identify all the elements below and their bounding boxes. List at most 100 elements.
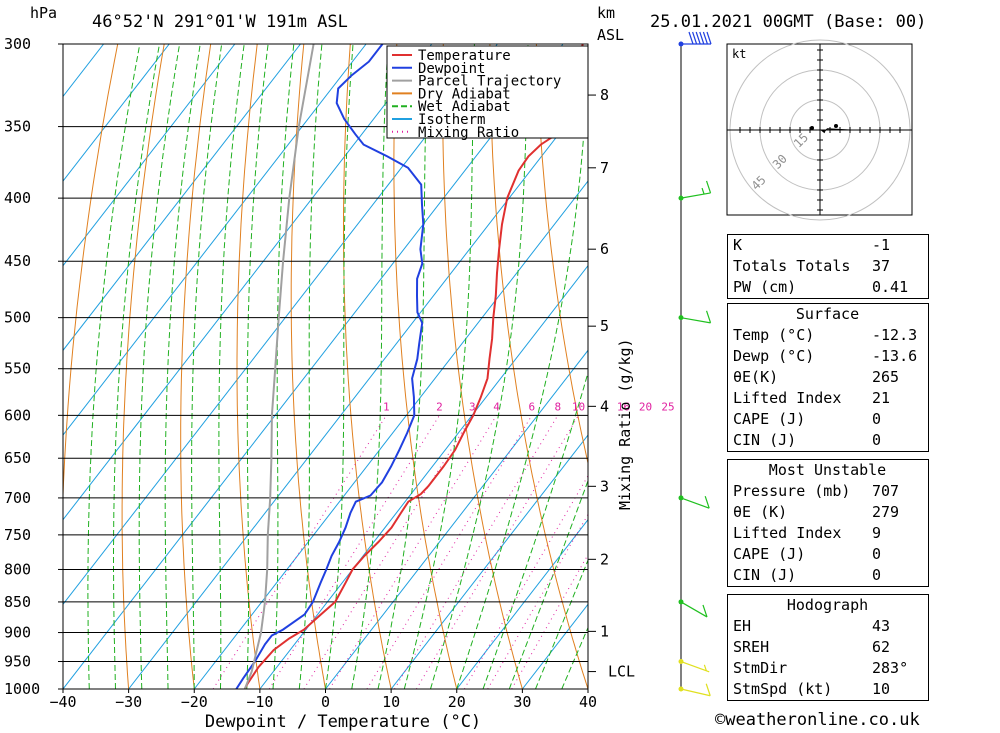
surface-label: CIN (J): [733, 431, 797, 449]
temperature-tick-label: −20: [181, 693, 208, 711]
surface-label: Lifted Index: [733, 389, 842, 407]
dry-adiabat-line: [955, 44, 1000, 689]
most-unstable-value: 279: [872, 503, 900, 521]
copyright-label: ©weatheronline.co.uk: [715, 710, 920, 730]
legend-entry: Wet Adiabat: [418, 99, 511, 115]
wet-adiabat-line: [325, 44, 354, 689]
surface-value: 21: [872, 389, 891, 407]
pressure-tick-label: 550: [4, 360, 31, 378]
pressure-tick-label: 950: [4, 653, 31, 671]
mixing-ratio-label: 8: [555, 400, 562, 413]
hodograph-unit-label: kt: [732, 47, 746, 61]
pressure-tick-label: 1000: [4, 680, 40, 698]
surface-row: CIN (J) 0: [728, 430, 928, 451]
wet-adiabat-line: [351, 44, 389, 689]
isotherm-line: [63, 44, 564, 689]
surface-row: Lifted Index 21: [728, 388, 928, 409]
wind-barb-half-flag: [703, 664, 707, 671]
hodograph-storm-motion-marker: [834, 124, 838, 128]
km-tick-label: 6: [600, 240, 609, 258]
hodograph-param-label: EH: [733, 617, 752, 635]
hodograph-param-label: SREH: [733, 638, 770, 656]
pressure-tick-label: 700: [4, 489, 31, 507]
isotherm-line: [128, 95, 588, 689]
temperature-tick-label: 0: [321, 693, 330, 711]
surface-row: θE(K) 265: [728, 367, 928, 388]
surface-title: Surface: [795, 305, 860, 323]
wet-adiabat-line: [218, 44, 245, 689]
most-unstable-label: θE (K): [733, 503, 788, 521]
legend-box: [386, 45, 589, 139]
dry-adiabat-line: [236, 44, 261, 689]
most-unstable-row: θE (K) 279: [728, 502, 928, 523]
isotherm-line: [63, 44, 170, 182]
most-unstable-row: Pressure (mb) 707: [728, 481, 928, 502]
temperature-tick-label: 10: [382, 693, 400, 711]
index-row: K -1: [728, 235, 928, 256]
most-unstable-value: 0: [872, 545, 882, 563]
index-value: -1: [872, 236, 891, 254]
wind-barb-flag: [688, 31, 694, 45]
wind-barb-flag: [702, 604, 708, 618]
mixing-ratio-label: 1: [383, 400, 390, 413]
legend-entry: Dry Adiabat: [418, 86, 511, 102]
isotherm-line: [325, 349, 588, 689]
temperature-tick-label: 20: [448, 693, 466, 711]
hodograph-param-value: 43: [872, 617, 891, 635]
surface-label: Dewp (°C): [733, 347, 815, 365]
pressure-tick-label: 750: [4, 526, 31, 544]
most-unstable-label: Lifted Index: [733, 524, 842, 542]
parcel-trajectory-series: [243, 44, 315, 689]
wet-adiabat-line: [87, 44, 141, 689]
most-unstable-value: 9: [872, 524, 882, 542]
index-label: K: [733, 236, 743, 254]
isotherm-line: [390, 434, 588, 689]
index-row: PW (cm) 0.41: [728, 277, 928, 298]
surface-value: 265: [872, 368, 900, 386]
mixing-ratio-label: 4: [493, 400, 500, 413]
hodograph-param-row: SREH 62: [728, 637, 928, 658]
wind-profile: [678, 31, 712, 697]
hodograph-param-value: 62: [872, 638, 891, 656]
surface-row: Dewp (°C) -13.6: [728, 346, 928, 367]
chart-series: [235, 44, 584, 689]
hodograph-param-label: StmSpd (kt): [733, 680, 833, 698]
mixing-ratio-label: 2: [436, 400, 443, 413]
km-tick-label: 1: [600, 622, 609, 640]
chart-grid: [63, 44, 1000, 689]
temperature-tick-label: 30: [513, 693, 531, 711]
wet-adiabat-line: [298, 44, 323, 689]
most-unstable-label: Pressure (mb): [733, 482, 851, 500]
temperature-tick-label: −10: [246, 693, 273, 711]
surface-label: Temp (°C): [733, 326, 815, 344]
datetime-label: 25.01.2021 00GMT (Base: 00): [650, 12, 927, 32]
surface-value: -12.3: [872, 326, 918, 344]
isotherm-line: [63, 44, 498, 606]
wind-barb-half-flag: [701, 187, 705, 195]
mixing-ratio-label: 16: [617, 400, 630, 413]
hodograph-params-table: Hodograph EH 43 SREH 62 StmDir 283° StmSpd (kt…: [727, 594, 929, 701]
km-tick-label: 7: [600, 159, 609, 177]
km-tick-label: 8: [600, 86, 609, 104]
isotherm-line: [193, 180, 588, 689]
mixing-ratio-axis-label: Mixing Ratio (g/kg): [616, 338, 634, 510]
hodograph-trace: [820, 128, 851, 134]
isotherm-line: [63, 44, 367, 436]
temperature-tick-label: −40: [49, 693, 76, 711]
wet-adiabat-line: [377, 44, 429, 689]
temperature-tick-label: −30: [115, 693, 142, 711]
wind-barb-staff: [680, 601, 708, 618]
indices-table: K -1 Totals Totals 37 PW (cm) 0.41: [727, 234, 929, 299]
dewpoint-series: [235, 44, 425, 689]
surface-value: 0: [872, 410, 882, 428]
isotherm-line: [63, 44, 236, 267]
hodograph-mean-wind-marker: [810, 126, 814, 130]
legend-entry: Dewpoint: [418, 61, 485, 77]
hodograph-param-row: EH 43: [728, 616, 928, 637]
wet-adiabat-line: [164, 44, 201, 689]
most-unstable-label: CIN (J): [733, 566, 797, 584]
index-value: 37: [872, 257, 891, 275]
legend-entry: Temperature: [418, 48, 511, 64]
